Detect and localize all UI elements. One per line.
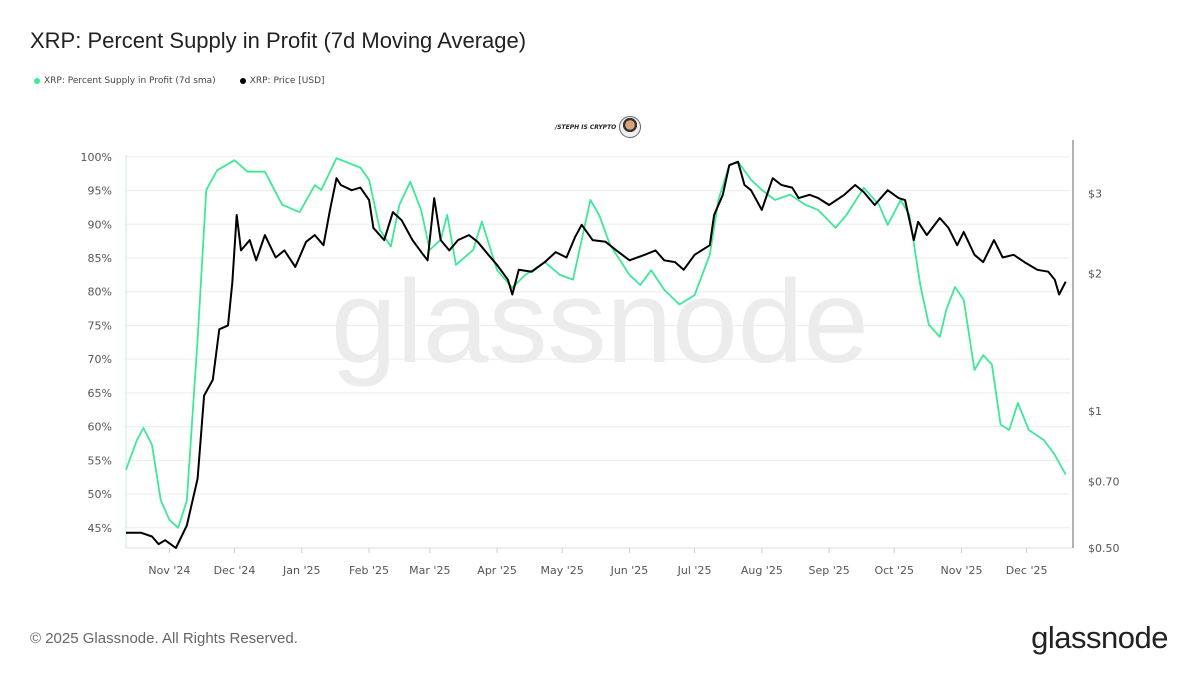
y-left-tick-label: 45% xyxy=(88,522,112,535)
y-left-tick-label: 90% xyxy=(88,218,112,231)
y-right-tick-label: $1 xyxy=(1088,405,1102,418)
y-left-tick-label: 95% xyxy=(88,185,112,198)
y-right-tick-label: $0.50 xyxy=(1088,542,1120,555)
legend-item-price[interactable]: XRP: Price [USD] xyxy=(239,76,325,86)
x-tick-label: Nov '25 xyxy=(940,564,982,577)
legend-item-supply-in-profit[interactable]: XRP: Percent Supply in Profit (7d sma) xyxy=(34,76,216,86)
x-tick-label: Oct '25 xyxy=(874,564,914,577)
y-right-tick-label: $3 xyxy=(1088,187,1102,200)
y-left-tick-label: 85% xyxy=(88,252,112,265)
watermark: glassnode xyxy=(331,256,869,388)
x-tick-label: Sep '25 xyxy=(808,564,849,577)
x-tick-label: Dec '25 xyxy=(1006,564,1048,577)
copyright: © 2025 Glassnode. All Rights Reserved. xyxy=(30,630,298,647)
legend-dot-green-icon xyxy=(34,78,40,84)
legend: XRP: Percent Supply in Profit (7d sma) X… xyxy=(34,76,325,86)
x-tick-label: Nov '24 xyxy=(148,564,190,577)
y-left-tick-label: 55% xyxy=(88,454,112,467)
x-tick-label: Mar '25 xyxy=(409,564,450,577)
avatar-icon xyxy=(619,116,642,138)
steph-is-crypto-badge: /STEPH IS CRYPTO xyxy=(555,116,642,138)
x-tick-label: Apr '25 xyxy=(477,564,517,577)
y-left-tick-label: 50% xyxy=(88,488,112,501)
x-tick-label: Jun '25 xyxy=(610,564,649,577)
x-tick-label: Aug '25 xyxy=(741,564,783,577)
legend-label: XRP: Price [USD] xyxy=(249,76,325,86)
y-left-tick-label: 75% xyxy=(88,319,112,332)
y-left-tick-label: 100% xyxy=(81,151,112,164)
x-tick-label: Jan '25 xyxy=(282,564,320,577)
price-line xyxy=(126,160,1067,549)
y-left-tick-label: 70% xyxy=(88,353,112,366)
y-left-tick-label: 65% xyxy=(88,387,112,400)
legend-dot-black-icon xyxy=(239,78,246,84)
legend-label: XRP: Percent Supply in Profit (7d sma) xyxy=(44,76,216,86)
x-tick-label: Feb '25 xyxy=(349,564,389,577)
y-left-tick-label: 60% xyxy=(88,421,112,434)
glassnode-logo: glassnode xyxy=(1031,620,1168,655)
x-tick-label: Dec '24 xyxy=(214,564,256,577)
y-right-tick-label: $2 xyxy=(1088,268,1102,281)
y-right-tick-label: $0.70 xyxy=(1088,475,1120,488)
x-tick-label: May '25 xyxy=(541,564,584,577)
supply-in-profit-line xyxy=(125,157,1067,529)
y-left-tick-label: 80% xyxy=(88,286,112,299)
x-tick-label: Jul '25 xyxy=(677,564,712,577)
chart-title: XRP: Percent Supply in Profit (7d Moving… xyxy=(30,28,527,53)
badge-text: /STEPH IS CRYPTO xyxy=(555,123,617,131)
